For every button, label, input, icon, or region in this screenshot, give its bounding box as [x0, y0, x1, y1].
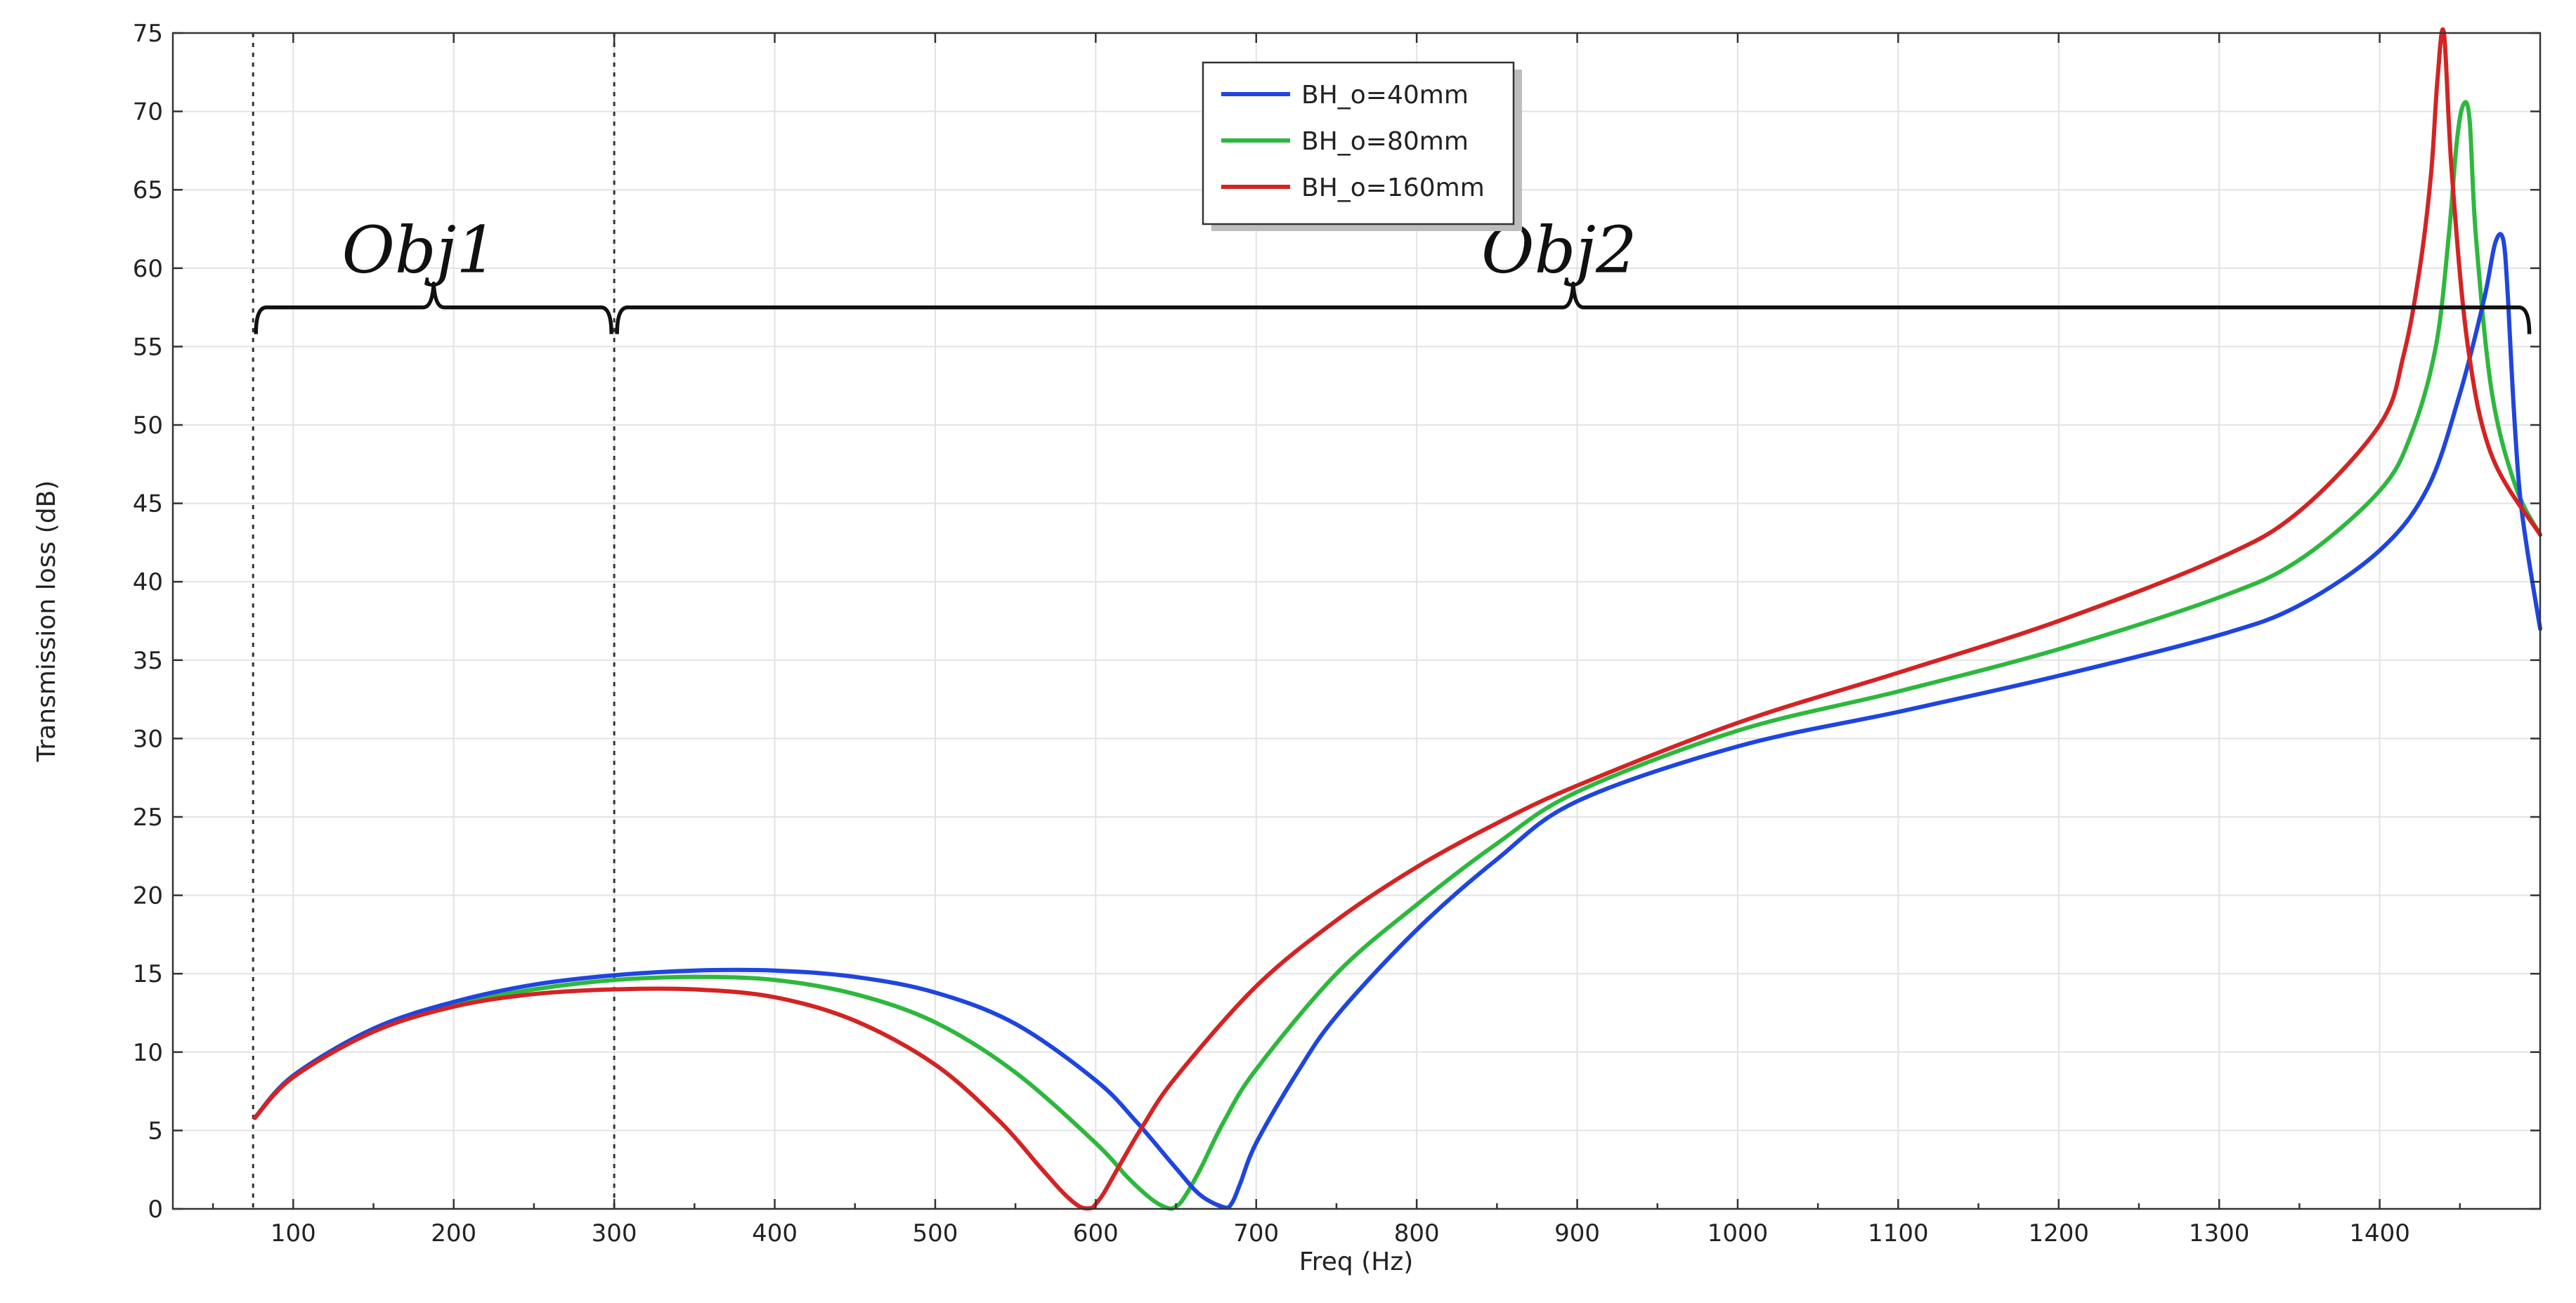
x-tick-label: 1000 — [1707, 1219, 1769, 1248]
y-tick-label: 55 — [133, 333, 163, 361]
x-tick-label: 300 — [592, 1219, 637, 1248]
series-line-1 — [252, 232, 2542, 1210]
y-tick-label: 5 — [148, 1117, 163, 1145]
legend-label: BH_o=160mm — [1301, 173, 1485, 202]
y-tick-label: 45 — [133, 490, 163, 518]
y-tick-label: 25 — [133, 804, 163, 832]
x-tick-label: 400 — [752, 1219, 798, 1248]
x-axis-title: Freq (Hz) — [1299, 1248, 1414, 1276]
y-tick-label: 70 — [133, 98, 163, 126]
y-tick-label: 60 — [133, 255, 163, 283]
objective-brace — [254, 281, 613, 334]
y-tick-label: 50 — [133, 412, 163, 440]
series-lines — [252, 27, 2542, 1211]
y-tick-label: 15 — [133, 960, 163, 988]
objective-brace — [615, 281, 2532, 334]
legend-label: BH_o=80mm — [1301, 127, 1469, 156]
x-tick-label: 500 — [912, 1219, 958, 1248]
x-tick-label: 600 — [1073, 1219, 1119, 1248]
axis-ticks: 100 200 300 400 500 600 700 800 900 1000 1100 1200 1… — [133, 20, 2540, 1248]
series-line-2 — [252, 100, 2542, 1211]
y-tick-label: 0 — [148, 1196, 163, 1224]
y-tick-label: 30 — [133, 725, 163, 753]
y-tick-label: 40 — [133, 568, 163, 596]
x-tick-label: 700 — [1233, 1219, 1279, 1248]
y-tick-label: 20 — [133, 882, 163, 910]
reference-lines — [252, 33, 616, 1209]
x-tick-label: 1100 — [1868, 1219, 1929, 1248]
y-tick-label: 65 — [133, 176, 163, 204]
objective-annotations: Obj1 Obj2 — [254, 213, 2532, 334]
series-line-3 — [252, 27, 2542, 1211]
y-tick-label: 10 — [133, 1039, 163, 1067]
y-axis-title: Transmission loss (dB) — [32, 480, 61, 763]
x-tick-label: 100 — [271, 1219, 316, 1248]
legend-box — [1202, 61, 1515, 225]
x-tick-label: 900 — [1554, 1219, 1600, 1248]
legend-label: BH_o=40mm — [1301, 81, 1469, 110]
x-tick-label: 200 — [431, 1219, 476, 1248]
y-tick-label: 35 — [133, 647, 163, 675]
y-tick-label: 75 — [133, 20, 163, 48]
grid-lines — [173, 33, 2540, 1209]
x-tick-label: 1300 — [2189, 1219, 2250, 1248]
x-tick-label: 1400 — [2349, 1219, 2410, 1248]
plot-frame — [171, 32, 2542, 1210]
legend: BH_o=40mm BH_o=80mm BH_o=160mm — [1202, 61, 1522, 231]
x-tick-label: 800 — [1394, 1219, 1440, 1248]
legend-entries: BH_o=40mm BH_o=80mm BH_o=160mm — [1221, 81, 1485, 202]
objective-label: Obj1 — [341, 213, 497, 288]
x-tick-label: 1200 — [2029, 1219, 2090, 1248]
